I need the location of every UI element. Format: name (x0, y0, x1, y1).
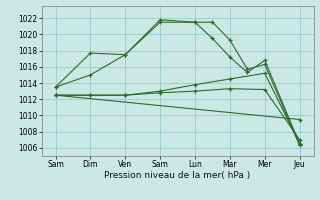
X-axis label: Pression niveau de la mer( hPa ): Pression niveau de la mer( hPa ) (104, 171, 251, 180)
